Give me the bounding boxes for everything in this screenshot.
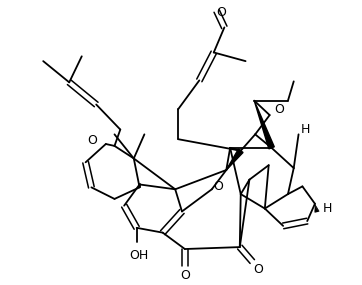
Text: H: H <box>323 202 332 215</box>
Text: O: O <box>180 269 190 282</box>
Text: O: O <box>213 180 223 193</box>
Text: H: H <box>300 123 310 136</box>
Text: O: O <box>216 6 226 19</box>
Polygon shape <box>254 101 274 149</box>
Text: OH: OH <box>129 249 148 262</box>
Text: O: O <box>253 263 263 276</box>
Text: O: O <box>274 103 284 116</box>
Text: O: O <box>87 134 97 147</box>
Polygon shape <box>226 149 243 170</box>
